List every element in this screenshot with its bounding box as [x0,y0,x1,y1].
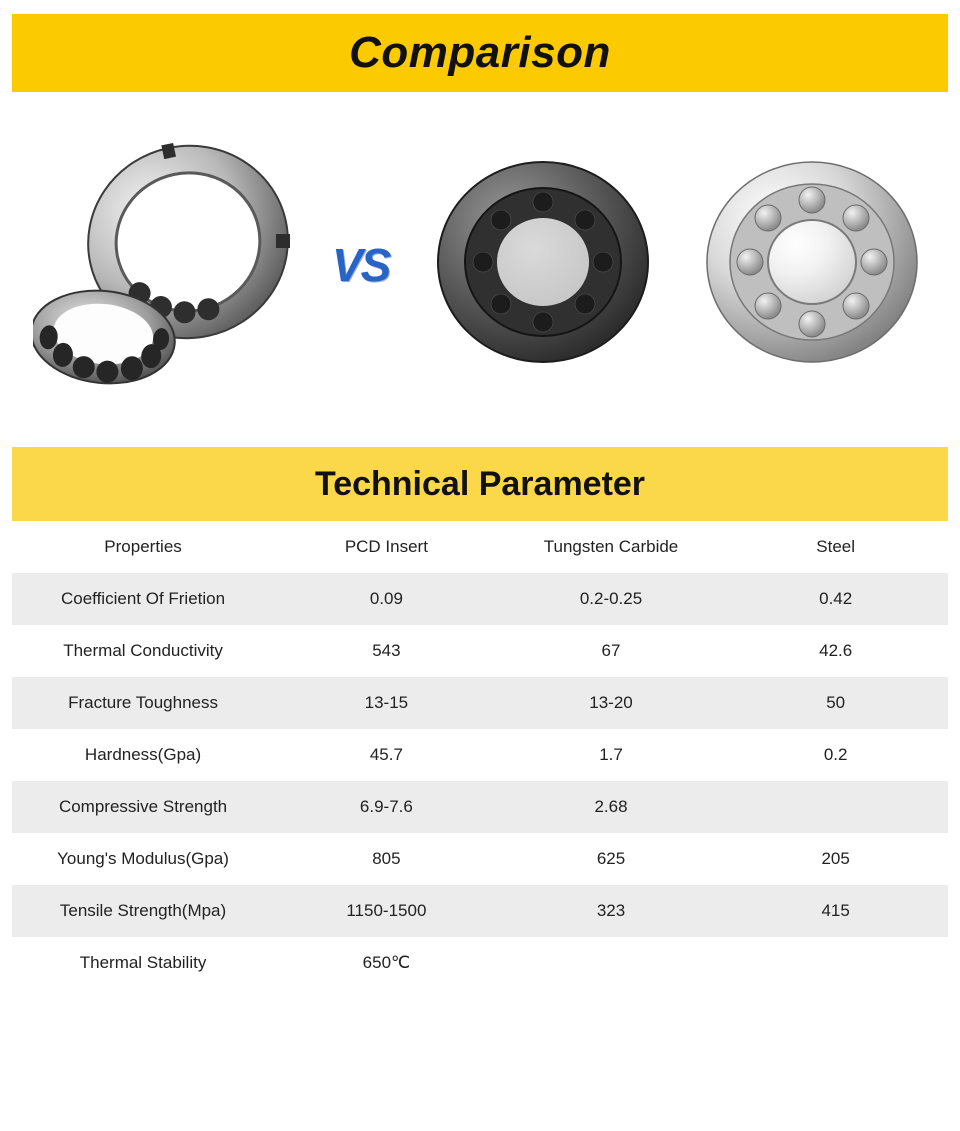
comparison-title-banner: Comparison [12,14,948,92]
table-cell: 67 [499,625,724,677]
tungsten-carbide-bearing-image [428,142,658,387]
table-row: Young's Modulus(Gpa)805625205 [12,833,948,885]
table-cell: 45.7 [274,729,499,781]
table-cell: Fracture Toughness [12,677,274,729]
table-cell: Thermal Conductivity [12,625,274,677]
steel-bearing-image [697,142,927,387]
table-row: Coefficient Of Frietion0.090.2-0.250.42 [12,573,948,625]
column-header: Tungsten Carbide [499,521,724,573]
table-cell: 205 [723,833,948,885]
pcd-bearing-image [33,122,293,407]
table-cell: Hardness(Gpa) [12,729,274,781]
table-cell: 0.09 [274,573,499,625]
comparison-image-row: VS [0,92,960,447]
table-cell: 42.6 [723,625,948,677]
table-cell: 805 [274,833,499,885]
table-cell: 0.2-0.25 [499,573,724,625]
parameter-table: PropertiesPCD InsertTungsten CarbideStee… [12,521,948,989]
table-cell [723,781,948,833]
parameter-table-wrap: PropertiesPCD InsertTungsten CarbideStee… [12,521,948,989]
table-row: Compressive Strength6.9-7.62.68 [12,781,948,833]
table-cell: 2.68 [499,781,724,833]
table-row: Thermal Conductivity5436742.6 [12,625,948,677]
table-cell: Thermal Stability [12,937,274,989]
table-cell: 50 [723,677,948,729]
table-cell: 650℃ [274,937,499,989]
table-row: Fracture Toughness13-1513-2050 [12,677,948,729]
column-header: PCD Insert [274,521,499,573]
table-cell [499,937,724,989]
table-cell: 323 [499,885,724,937]
table-cell: 415 [723,885,948,937]
table-row: Thermal Stability650℃ [12,937,948,989]
table-cell: Tensile Strength(Mpa) [12,885,274,937]
table-cell: Coefficient Of Frietion [12,573,274,625]
table-cell: Compressive Strength [12,781,274,833]
table-row: Hardness(Gpa)45.71.70.2 [12,729,948,781]
table-cell: 0.2 [723,729,948,781]
vs-label: VS [332,238,389,292]
table-cell: Young's Modulus(Gpa) [12,833,274,885]
table-header-row: PropertiesPCD InsertTungsten CarbideStee… [12,521,948,573]
table-cell [723,937,948,989]
table-cell: 1.7 [499,729,724,781]
table-cell: 0.42 [723,573,948,625]
table-cell: 543 [274,625,499,677]
column-header: Properties [12,521,274,573]
column-header: Steel [723,521,948,573]
table-cell: 6.9-7.6 [274,781,499,833]
table-cell: 625 [499,833,724,885]
table-cell: 13-15 [274,677,499,729]
table-cell: 1150-1500 [274,885,499,937]
technical-parameter-banner: Technical Parameter [12,447,948,521]
table-row: Tensile Strength(Mpa)1150-1500323415 [12,885,948,937]
table-cell: 13-20 [499,677,724,729]
